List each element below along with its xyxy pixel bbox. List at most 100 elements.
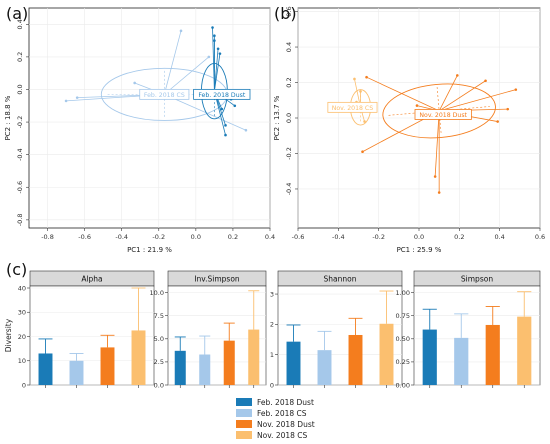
y-tick-label: 0.0 — [154, 381, 164, 389]
y-tick-label: 0.0 — [16, 84, 24, 94]
bar — [317, 350, 332, 385]
data-point — [224, 133, 227, 137]
facet-title: Inv.Simpson — [194, 275, 240, 284]
data-point — [437, 191, 441, 194]
data-point — [211, 26, 214, 29]
y-tick-label: 10 — [18, 357, 26, 365]
y-tick-label: 5.0 — [154, 335, 164, 343]
group-label-box — [414, 109, 472, 120]
bar — [485, 324, 500, 385]
data-point — [496, 120, 499, 123]
bar — [100, 347, 115, 385]
y-tick-label: -0.2 — [285, 147, 293, 160]
panel-label-c: (c) — [6, 260, 28, 279]
y-tick-label: 10.0 — [150, 289, 164, 297]
data-point — [216, 47, 220, 51]
x-tick-label: -0.2 — [372, 233, 385, 241]
bar — [379, 323, 394, 385]
data-point — [233, 104, 237, 108]
group-label: Nov. 2018 Dust — [419, 112, 467, 119]
spider-line — [438, 80, 486, 112]
legend-swatch — [236, 431, 252, 439]
data-point — [179, 29, 183, 33]
spider-line — [163, 30, 182, 95]
spider-line — [366, 76, 440, 112]
x-tick-label: -0.8 — [41, 233, 54, 241]
bar — [348, 334, 363, 385]
x-axis-label: PC1 : 21.9 % — [127, 246, 172, 254]
group-label-box — [139, 88, 190, 100]
y-tick-label: 1.00 — [396, 289, 410, 297]
data-point — [133, 81, 136, 85]
bar — [517, 316, 532, 385]
x-tick-label: 0.0 — [191, 233, 201, 241]
y-axis-label: PC2 : 18.8 % — [4, 95, 12, 140]
data-point — [456, 74, 459, 77]
facet-inv-simpson: Inv.Simpson 0.0 2.5 5.0 7.5 10.0 — [150, 270, 267, 389]
data-point — [365, 75, 368, 79]
data-point — [506, 107, 510, 111]
legend-label: Nov. 2018 CS — [257, 431, 308, 440]
data-point — [207, 55, 211, 59]
data-point — [224, 124, 227, 127]
y-tick-label: 40 — [18, 284, 26, 292]
data-point — [353, 77, 356, 81]
confidence-ellipse — [382, 83, 496, 139]
pca-plot-a: -0.8 -0.6 -0.4 -0.2 0.0 0.2 0.4 -0.8 -0.6 -0.4 -0.… — [4, 7, 275, 254]
y-tick-label: -0.4 — [285, 183, 293, 196]
legend-label: Feb. 2018 CS — [257, 409, 307, 418]
spider-line — [438, 75, 458, 112]
facet-title: Alpha — [81, 275, 102, 284]
spider-line — [213, 48, 219, 92]
y-axis-label: Diversity — [4, 318, 13, 352]
x-tick-label: 0.2 — [228, 233, 238, 241]
data-point — [64, 99, 68, 103]
group-label: Feb. 2018 CS — [144, 92, 185, 99]
y-tick-label: -0.8 — [16, 214, 24, 227]
bar — [223, 340, 235, 385]
legend-label: Feb. 2018 Dust — [257, 398, 314, 407]
y-tick-label: 0.2 — [16, 52, 24, 62]
spider-line — [213, 53, 221, 92]
x-tick-label: 0.4 — [494, 233, 504, 241]
y-tick-label: -0.4 — [16, 148, 24, 161]
bar — [422, 329, 437, 385]
y-tick-label: 0.2 — [285, 77, 293, 87]
bar — [174, 350, 186, 385]
x-tick-label: -0.2 — [152, 233, 165, 241]
y-tick-label: 0.4 — [16, 19, 24, 29]
y-tick-label: 2 — [270, 321, 274, 329]
y-tick-label: 0.4 — [285, 42, 293, 52]
legend-label: Nov. 2018 Dust — [257, 420, 315, 429]
y-tick-label: 0.6 — [285, 6, 293, 16]
spider-line — [434, 110, 440, 177]
y-tick-label: 0 — [270, 381, 274, 389]
y-tick-label: -0.2 — [16, 116, 24, 129]
spider-line — [439, 89, 516, 112]
y-tick-label: 0.00 — [396, 381, 410, 389]
y-tick-label: 1 — [270, 351, 274, 359]
ellipse-axis — [388, 106, 490, 116]
group-label: Nov. 2018 CS — [332, 105, 374, 112]
bar — [38, 353, 53, 385]
facet-shannon: Shannon 0 1 2 3 — [270, 270, 403, 389]
spider-line — [164, 56, 210, 95]
x-tick-label: -0.6 — [292, 233, 305, 241]
data-point — [363, 120, 366, 123]
data-point — [220, 107, 224, 111]
data-point — [213, 34, 216, 38]
pca-plot-b: -0.6 -0.4 -0.2 0.0 0.2 0.4 0.6 -0.4 -0.2 0.0 0.2 0.… — [273, 6, 545, 254]
x-tick-label: 0.4 — [265, 233, 275, 241]
bar — [199, 354, 211, 385]
y-tick-label: 2.5 — [154, 358, 164, 366]
legend: Feb. 2018 Dust Feb. 2018 CS Nov. 2018 Dust… — [236, 398, 315, 440]
legend-swatch — [236, 398, 252, 406]
panel-label-b: (b) — [274, 4, 297, 23]
data-point — [359, 90, 362, 93]
y-tick-label: 30 — [18, 309, 26, 317]
data-point — [415, 104, 419, 107]
data-point — [213, 39, 216, 42]
group-label-box — [327, 101, 378, 113]
y-tick-label: 0 — [22, 381, 26, 389]
